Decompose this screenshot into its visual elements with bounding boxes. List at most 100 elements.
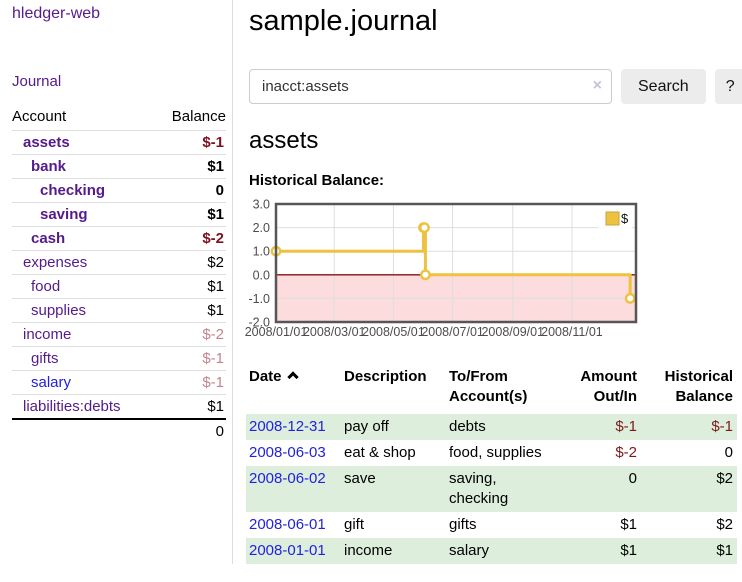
svg-text:-2.0: -2.0 [248, 316, 270, 330]
accounts-total-balance: 0 [154, 418, 226, 443]
transaction-description: eat & shop [344, 444, 416, 461]
svg-text:2008/03/01: 2008/03/01 [303, 325, 366, 339]
register-row: 2008-12-31 pay off debts $-1 $-1 [246, 414, 737, 440]
transaction-amount: $-2 [615, 444, 637, 461]
search-button[interactable]: Search [621, 69, 706, 104]
svg-text:2008/09/01: 2008/09/01 [481, 325, 544, 339]
account-row: salary $-1 [12, 370, 226, 395]
account-link-bank[interactable]: bank [31, 158, 67, 175]
svg-text:$: $ [621, 211, 629, 226]
account-link-gifts[interactable]: gifts [31, 350, 59, 367]
account-row: supplies $1 [12, 298, 226, 323]
account-balance: $1 [154, 394, 226, 419]
register-row: 2008-06-01 gift gifts $1 $2 [246, 512, 737, 538]
account-balance: $1 [154, 274, 226, 299]
transaction-date: 2008-06-01 [246, 512, 341, 538]
svg-text:2008/01/01: 2008/01/01 [245, 325, 308, 339]
svg-text:-1.0: -1.0 [248, 292, 270, 306]
transaction-balance: $2 [716, 470, 733, 487]
account-link-saving[interactable]: saving [40, 206, 88, 223]
svg-text:2008/07/01: 2008/07/01 [421, 325, 484, 339]
sidebar: hledger-web Journal Account Balance asse… [0, 0, 233, 564]
account-link-food[interactable]: food [31, 278, 61, 295]
transaction-date-link[interactable]: 2008-01-01 [249, 542, 326, 559]
page-title: sample.journal [249, 5, 438, 37]
account-link-salary[interactable]: salary [31, 374, 72, 391]
account-row: cash $-2 [12, 226, 226, 251]
balance-chart: $3.0 2.0 1.0 0.0 -1.0 -2.0 2008/01/01 2008/03/0… [244, 198, 742, 344]
accounts-total-row: 0 [12, 418, 226, 443]
transaction-amount: $-1 [615, 418, 637, 435]
account-balance: $2 [154, 250, 226, 275]
account-balance: $-2 [154, 322, 226, 347]
account-row: checking 0 [12, 178, 226, 203]
search-box: × [249, 69, 612, 104]
account-row: food $1 [12, 274, 226, 299]
svg-text:3.0: 3.0 [253, 199, 270, 212]
account-balance: $-1 [154, 130, 226, 155]
transaction-description: pay off [344, 418, 389, 435]
app-brand-link[interactable]: hledger-web [12, 5, 101, 22]
transaction-balance: $2 [716, 516, 733, 533]
nav-journal-link[interactable]: Journal [12, 73, 62, 90]
transaction-date: 2008-06-03 [246, 440, 341, 466]
transaction-date: 2008-12-31 [246, 414, 341, 440]
account-link-liabilities:debts[interactable]: liabilities:debts [23, 398, 121, 415]
transaction-date: 2008-01-01 [246, 538, 341, 564]
register-row: 2008-06-03 eat & shop food, supplies $-2 0 [246, 440, 737, 466]
column-header-date[interactable]: Date [246, 367, 341, 414]
account-row: expenses $2 [12, 250, 226, 275]
transaction-date-link[interactable]: 2008-06-02 [249, 470, 326, 487]
account-title: assets [249, 127, 319, 154]
svg-text:2008/05/01: 2008/05/01 [362, 325, 425, 339]
account-balance: $-1 [154, 370, 226, 395]
account-balance: $-2 [154, 226, 226, 251]
svg-text:0.0: 0.0 [253, 268, 270, 282]
accounts-table: Account Balance assets $-1 bank $1 checking 0… [12, 104, 226, 443]
search-input[interactable] [249, 69, 612, 104]
sort-ascending-icon [286, 371, 299, 383]
search-row: × Search ? [249, 69, 742, 104]
account-balance: $1 [154, 154, 226, 179]
transaction-date-link[interactable]: 2008-12-31 [249, 418, 326, 435]
transaction-description: save [344, 470, 376, 487]
transaction-description: income [344, 542, 393, 559]
account-link-checking[interactable]: checking [40, 182, 106, 199]
register-body: 2008-12-31 pay off debts $-1 $-1 2008-06-03 ea… [246, 414, 737, 564]
help-button[interactable]: ? [714, 69, 742, 104]
account-balance: 0 [154, 178, 226, 203]
account-link-income[interactable]: income [23, 326, 72, 343]
balance-chart-svg: $3.0 2.0 1.0 0.0 -1.0 -2.02008/01/012008/03/0… [245, 198, 638, 339]
chart-label: Historical Balance: [249, 172, 385, 189]
account-link-expenses[interactable]: expenses [23, 254, 88, 271]
account-link-cash[interactable]: cash [31, 230, 66, 247]
app-brand: hledger-web [12, 5, 226, 23]
account-balance: $1 [154, 298, 226, 323]
account-link-supplies[interactable]: supplies [31, 302, 87, 319]
register-table: Date Description To/From Account(s) Amou… [246, 367, 737, 564]
svg-text:1.0: 1.0 [253, 245, 270, 259]
account-link-assets[interactable]: assets [23, 134, 70, 151]
account-row: gifts $-1 [12, 346, 226, 371]
accounts-header-account: Account [12, 108, 67, 125]
transaction-date-link[interactable]: 2008-06-01 [249, 516, 326, 533]
clear-search-icon[interactable]: × [592, 77, 602, 94]
account-row: liabilities:debts $1 [12, 394, 226, 419]
transaction-date-link[interactable]: 2008-06-03 [249, 444, 326, 461]
transaction-accounts: salary [449, 542, 490, 559]
column-header-amount: Amount Out/In [580, 368, 637, 405]
page: hledger-web Journal Account Balance asse… [0, 0, 742, 564]
transaction-accounts: food, supplies [449, 444, 542, 461]
transaction-date: 2008-06-02 [246, 466, 341, 512]
column-header-balance: Historical Balance [664, 368, 733, 405]
accounts-header-balance: Balance [171, 108, 226, 125]
transaction-amount: $1 [620, 516, 637, 533]
transaction-balance: $-1 [711, 418, 733, 435]
transaction-accounts: gifts [449, 516, 477, 533]
register-header-row: Date Description To/From Account(s) Amou… [246, 367, 737, 414]
column-header-description: Description [344, 368, 427, 385]
transaction-balance: 0 [724, 444, 733, 461]
register-row: 2008-06-02 save saving, checking 0 $2 [246, 466, 737, 512]
svg-text:2008/11/01: 2008/11/01 [541, 325, 603, 339]
account-balance: $-1 [154, 346, 226, 371]
